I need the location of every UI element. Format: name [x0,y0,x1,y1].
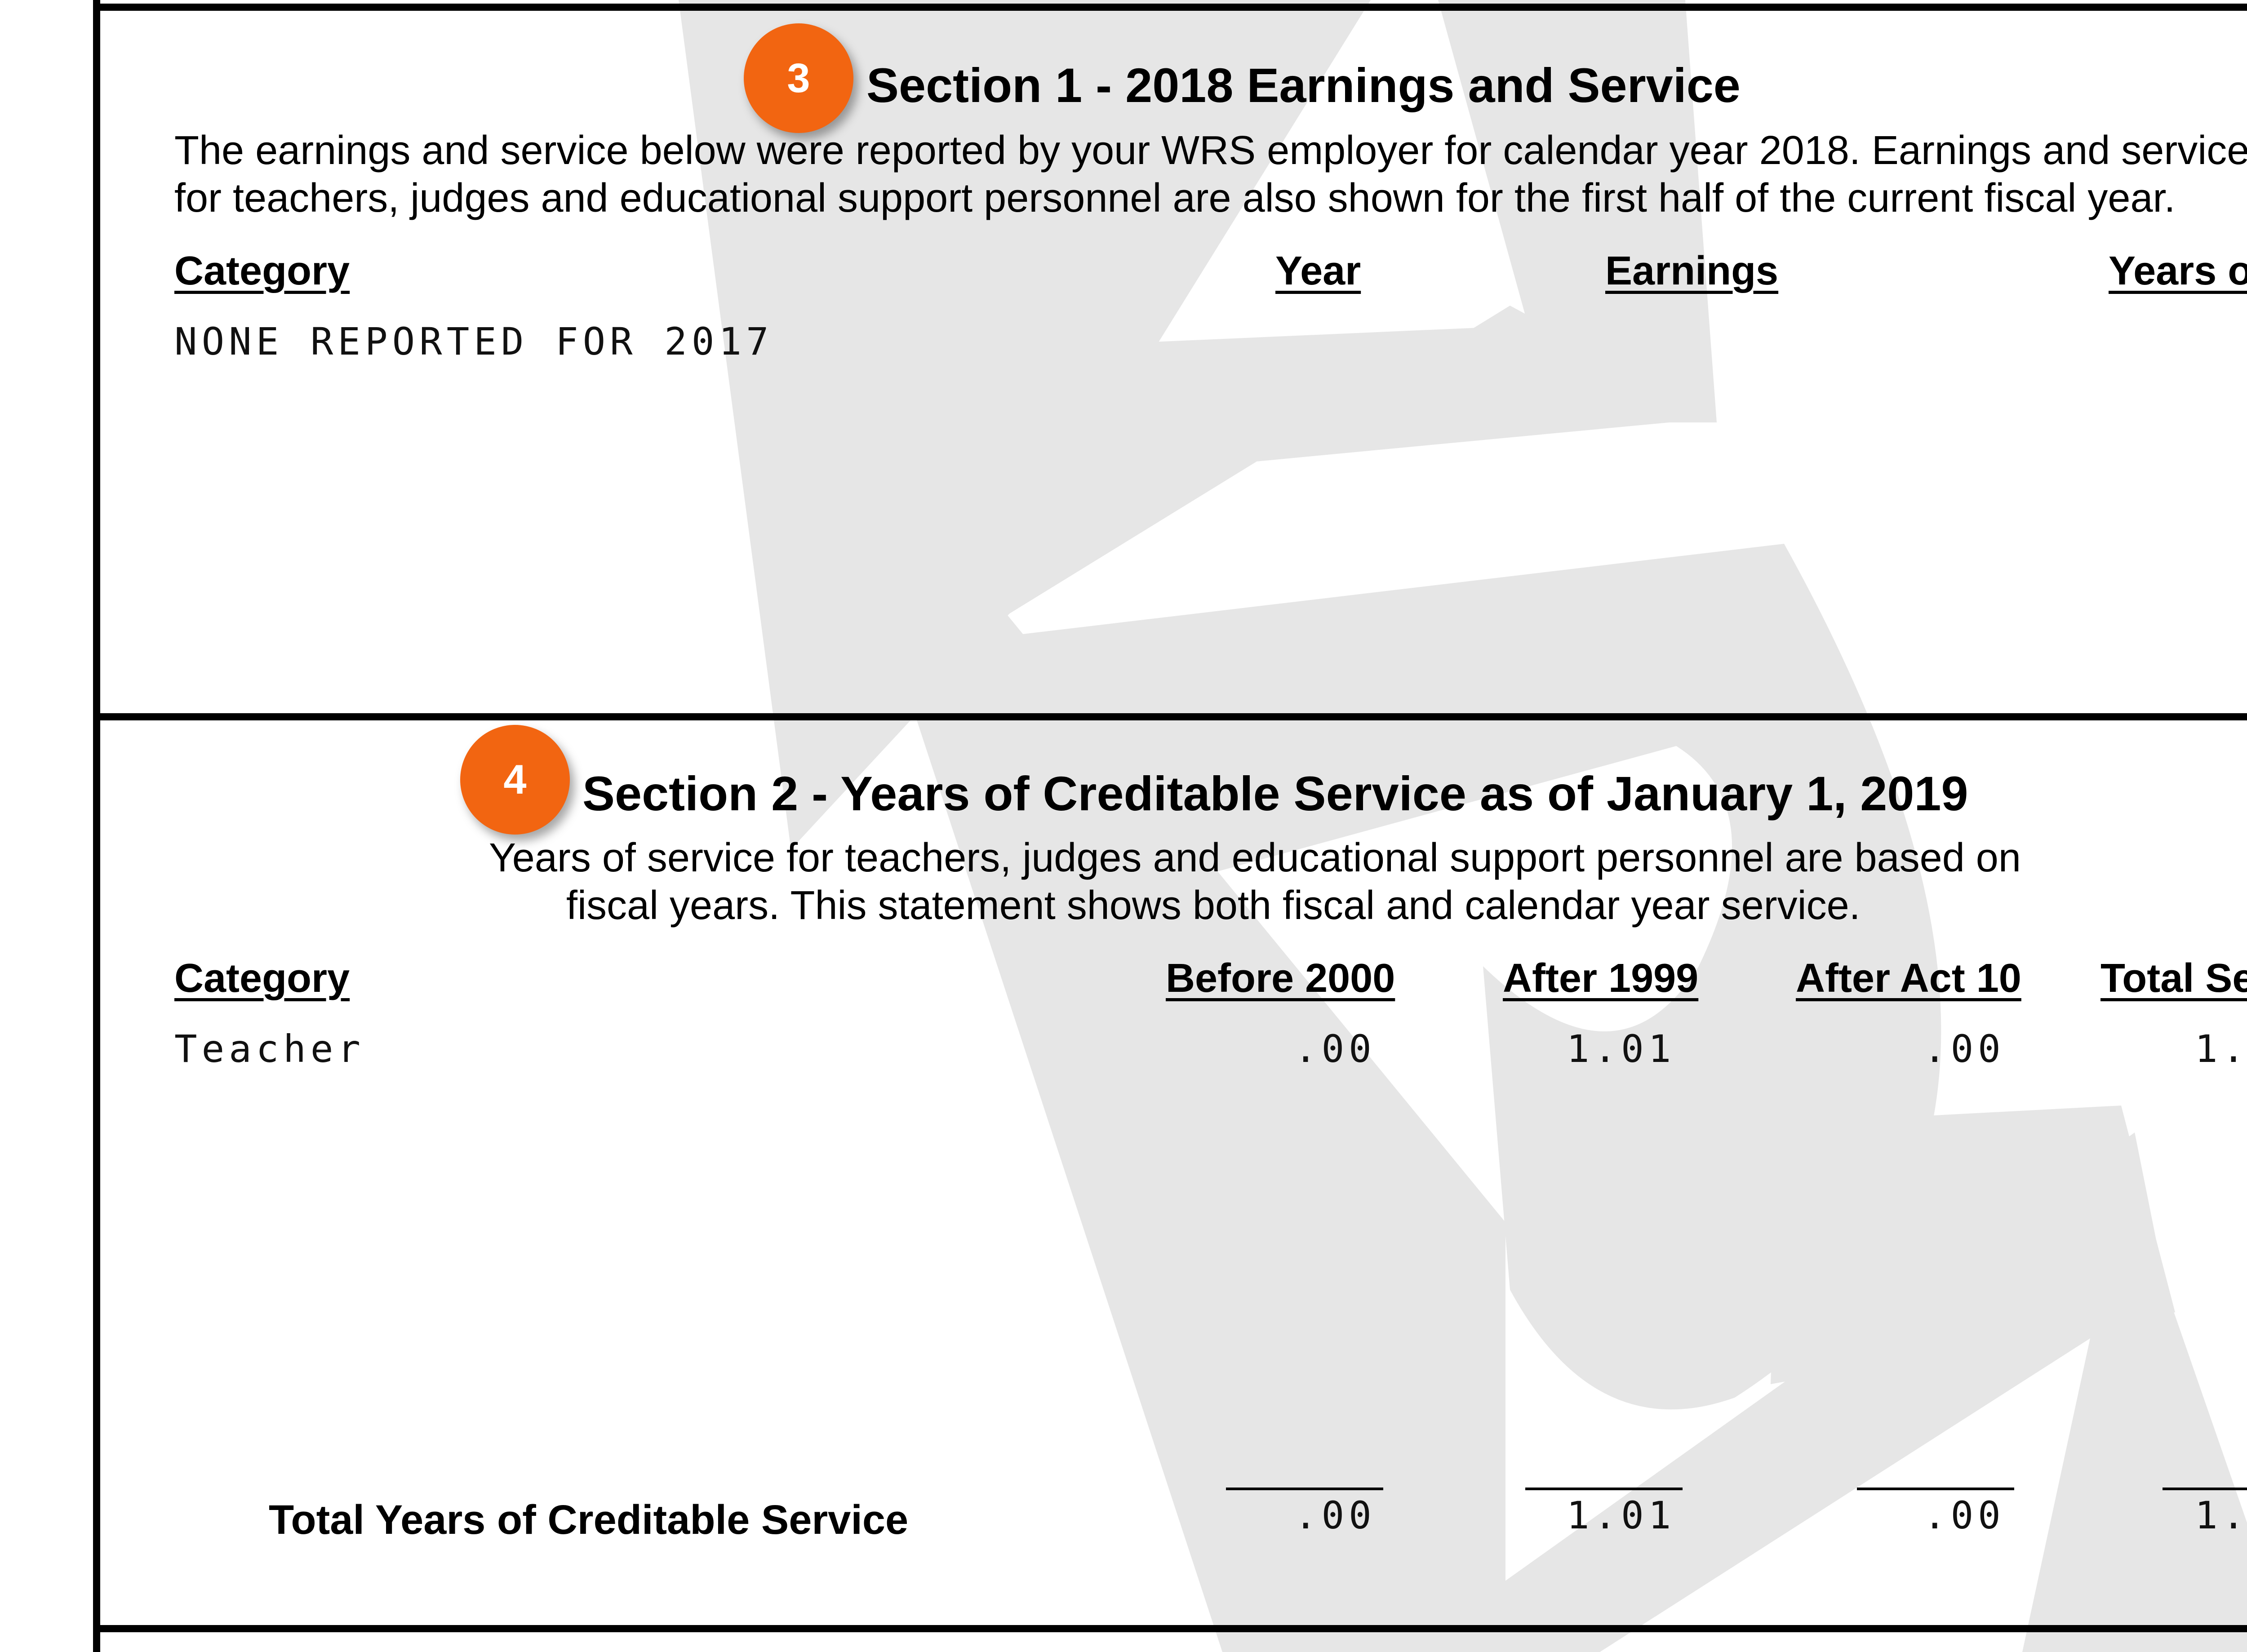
section-2-description-line-1: Years of service for teachers, judges an… [489,835,2021,880]
top-divider [94,4,2247,11]
row-after-act-10: .00 [1923,1027,2005,1071]
row-after-1999: 1.01 [1567,1027,1676,1071]
step-badge-3: 3 [744,23,853,133]
column-header-after-act-10: After Act 10 [1796,956,2021,1001]
column-header-after-1999: After 1999 [1503,956,1699,1001]
bottom-divider [94,1625,2247,1632]
total-rule-before-2000 [1226,1488,1383,1490]
section-1-description-line-2: for teachers, judges and educational sup… [174,176,2176,221]
column-header-year: Year [1275,249,1361,293]
column-header-category: Category [174,956,350,1001]
section-divider [94,713,2247,720]
total-label: Total Years of Creditable Service [269,1497,909,1543]
column-header-earnings: Earnings [1605,249,1779,293]
row-total-service: 1.01 [2195,1027,2247,1071]
total-rule-after-act-10 [1857,1488,2014,1490]
column-header-years-of-service: Years of Service [2109,249,2247,293]
section-2-title: Section 2 - Years of Creditable Service … [582,766,1968,821]
total-before-2000: .00 [1294,1493,1376,1537]
section-2-description-line-2: fiscal years. This statement shows both … [566,883,1861,928]
total-after-1999: 1.01 [1567,1493,1676,1537]
total-rule-total-service [2163,1488,2247,1490]
total-rule-after-1999 [1525,1488,1683,1490]
left-border [93,0,100,1652]
row-before-2000: .00 [1294,1027,1376,1071]
section-1-title: Section 1 - 2018 Earnings and Service [866,58,1741,112]
row-category: Teacher [174,1027,365,1071]
row-category: NONE REPORTED FOR 2017 [174,320,773,364]
column-header-category: Category [174,249,350,293]
section-1-description-line-1: The earnings and service below were repo… [174,128,2247,173]
column-header-total-service: Total Service [2100,956,2247,1001]
column-header-before-2000: Before 2000 [1166,956,1395,1001]
total-after-act-10: .00 [1923,1493,2005,1537]
total-total-service: 1.01 [2195,1493,2247,1537]
step-badge-4: 4 [460,725,570,835]
